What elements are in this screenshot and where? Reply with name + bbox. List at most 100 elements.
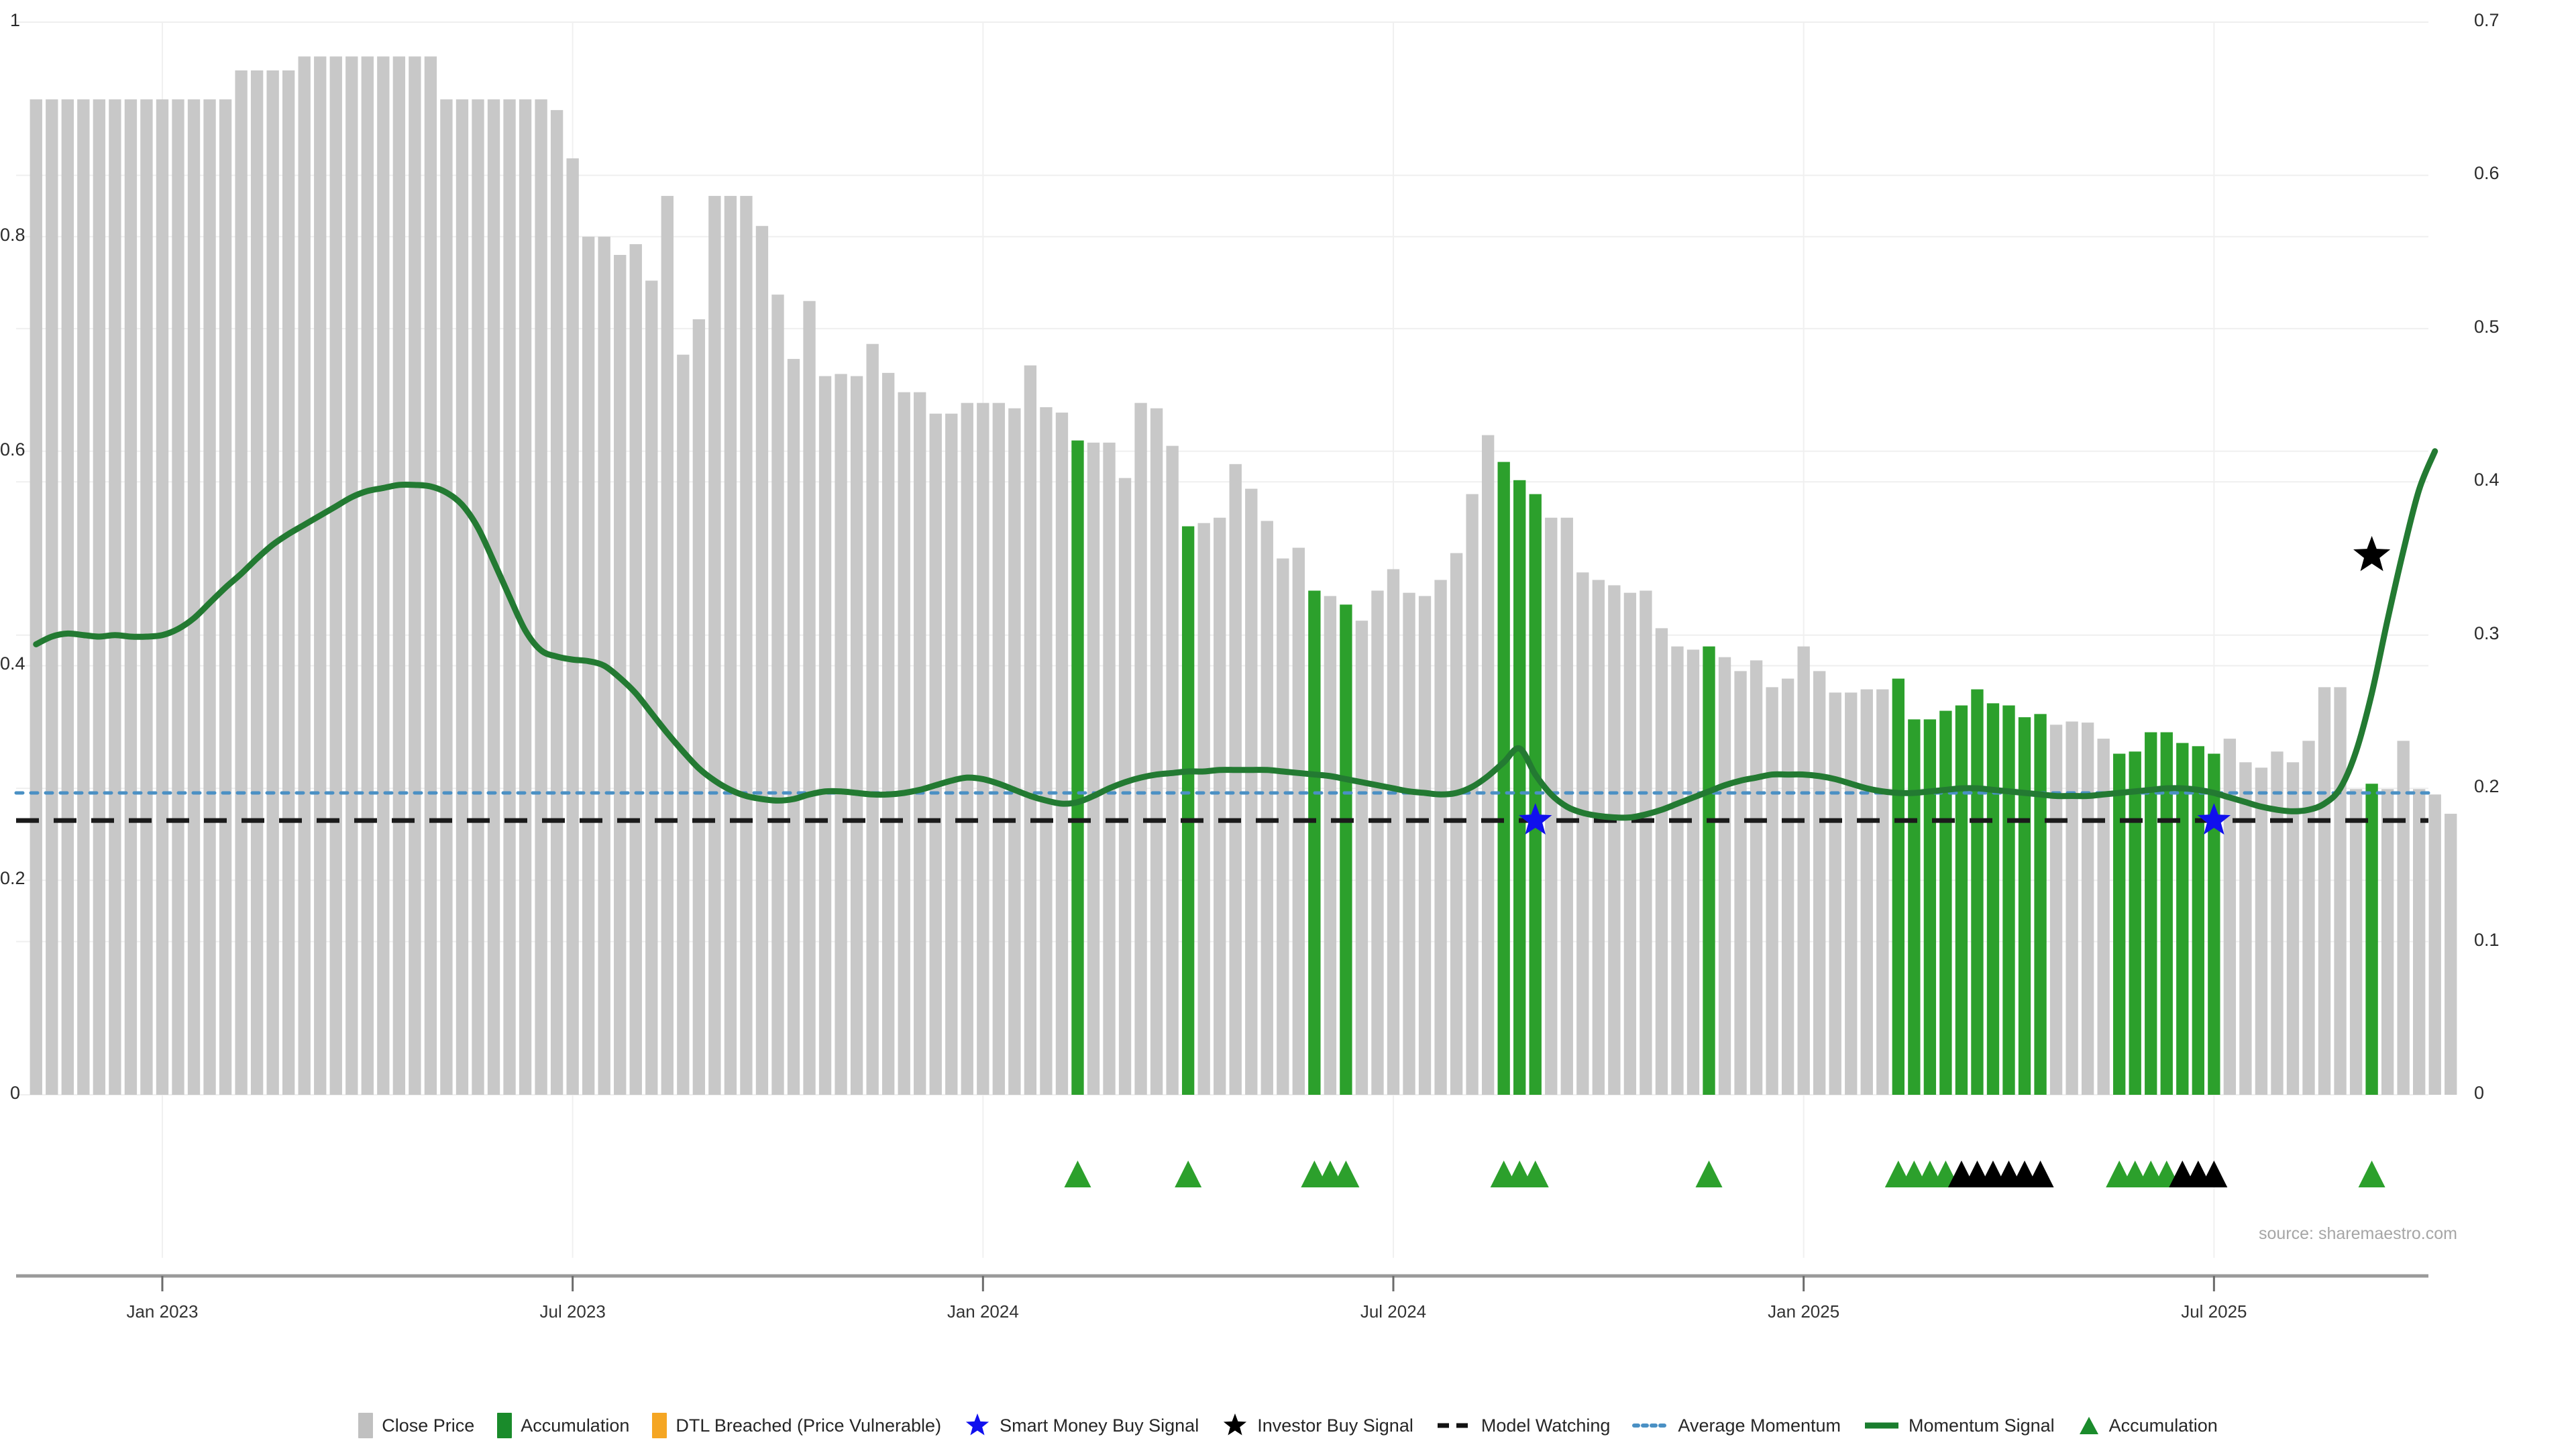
y-axis-right-tick-label: 0.6	[2474, 163, 2500, 184]
accumulation-bar	[2176, 743, 2189, 1095]
close-price-bar	[172, 99, 184, 1095]
close-price-bar	[645, 280, 658, 1095]
y-axis-left-tick-label: 0	[9, 1083, 20, 1103]
close-price-bar	[1387, 569, 1400, 1095]
close-price-bar	[1781, 678, 1794, 1095]
close-price-bar	[472, 99, 484, 1095]
x-axis-tick-label: Jul 2025	[2181, 1301, 2247, 1322]
accumulation-triangle-green	[1064, 1161, 1091, 1187]
close-price-bar	[2097, 739, 2110, 1095]
close-price-bar	[1481, 435, 1495, 1095]
accumulation-bar	[2145, 732, 2157, 1095]
y-axis-right-tick-label: 0.1	[2474, 929, 2500, 950]
legend-swatch-star-icon	[1224, 1413, 1247, 1436]
y-axis-right-tick-label: 0.4	[2474, 470, 2500, 490]
legend-model-watching[interactable]: Model Watching	[1436, 1413, 1610, 1438]
smart-money-buy-signal-star[interactable]	[1519, 803, 1552, 835]
close-price-bar	[314, 56, 327, 1095]
legend-smart-money-buy-signal[interactable]: Smart Money Buy Signal	[964, 1413, 1199, 1438]
accumulation-bar	[2208, 753, 2220, 1095]
y-axis-left-tick-label: 0.2	[0, 868, 25, 889]
legend-swatch-line-icon	[1865, 1422, 1899, 1429]
close-price-bar	[1197, 523, 1210, 1095]
smart-money-buy-signal-star[interactable]	[2197, 803, 2231, 835]
close-price-bar	[329, 56, 342, 1095]
accumulation-bar	[1071, 440, 1084, 1095]
close-price-bar	[1750, 660, 1763, 1095]
legend-label: Average Momentum	[1678, 1415, 1841, 1436]
y-axis-right-tick-label: 0.3	[2474, 623, 2500, 643]
close-price-bar	[1734, 671, 1747, 1095]
close-price-bar	[582, 236, 595, 1095]
legend-swatch-rect-icon	[497, 1413, 513, 1438]
close-price-bar	[1118, 478, 1132, 1095]
close-price-bar	[1608, 585, 1621, 1095]
close-price-bar	[2286, 762, 2300, 1095]
close-price-bar	[409, 56, 421, 1095]
close-price-bar	[755, 225, 769, 1095]
accumulation-bar	[2160, 732, 2173, 1095]
close-price-bar	[724, 196, 737, 1095]
close-price-bar	[61, 99, 74, 1095]
y-axis-left-tick-label: 0.8	[0, 224, 25, 245]
close-price-bar	[1008, 408, 1021, 1095]
close-price-bar	[692, 319, 706, 1095]
close-price-bar	[1813, 671, 1826, 1095]
close-price-bar	[803, 301, 816, 1095]
close-price-bar	[629, 244, 642, 1095]
accumulation-bar	[1181, 526, 1195, 1095]
close-price-bar	[898, 392, 910, 1095]
close-price-bar	[1245, 488, 1258, 1095]
accumulation-bar	[1340, 604, 1352, 1095]
legend-dtl-breached[interactable]: DTL Breached (Price Vulnerable)	[652, 1413, 941, 1438]
accumulation-bar	[1939, 710, 1952, 1095]
close-price-bar	[866, 343, 879, 1095]
close-price-bar	[1766, 687, 1778, 1095]
close-price-bar	[1260, 521, 1273, 1095]
y-axis-left-tick-label: 0.4	[0, 653, 25, 674]
investor-buy-signal-star[interactable]	[2353, 535, 2391, 572]
close-price-bar	[1403, 592, 1415, 1095]
y-axis-left-tick-label: 0.6	[0, 439, 25, 460]
legend-momentum-signal[interactable]: Momentum Signal	[1864, 1413, 2055, 1438]
close-price-bar	[361, 56, 374, 1095]
close-price-bar	[2381, 789, 2394, 1095]
close-price-bar	[1277, 558, 1289, 1095]
accumulation-bar	[1971, 689, 1984, 1095]
accumulation-bar	[1308, 590, 1321, 1095]
close-price-bar	[519, 99, 532, 1095]
close-price-bar	[1087, 442, 1100, 1095]
close-price-bar	[992, 402, 1006, 1095]
close-price-bar	[2397, 741, 2410, 1095]
legend-swatch-triangle-icon	[2079, 1417, 2098, 1434]
close-price-bars	[30, 56, 2457, 1095]
close-price-bar	[2049, 724, 2063, 1095]
close-price-bar	[1450, 553, 1463, 1095]
close-price-bar	[187, 99, 201, 1095]
close-price-bar	[1024, 365, 1037, 1095]
close-price-bar	[2065, 721, 2078, 1095]
legend-investor-buy-signal[interactable]: Investor Buy Signal	[1222, 1413, 1413, 1438]
legend-accumulation-triangle[interactable]: Accumulation	[2078, 1413, 2218, 1438]
accumulation-bar	[1986, 703, 2000, 1095]
legend-label: Accumulation	[521, 1415, 630, 1436]
close-price-bar	[2255, 767, 2268, 1095]
close-price-bar	[2428, 794, 2441, 1095]
close-price-bar	[455, 99, 469, 1095]
star-icon	[965, 1413, 989, 1436]
legend-label: Smart Money Buy Signal	[1000, 1415, 1199, 1436]
close-price-bar	[1718, 657, 1731, 1095]
legend-accumulation-bar[interactable]: Accumulation	[497, 1413, 629, 1438]
y-axis-right-tick-label: 0.7	[2474, 10, 2500, 30]
close-price-bar	[1324, 596, 1337, 1095]
legend-label: Close Price	[382, 1415, 475, 1436]
close-price-bar	[377, 56, 390, 1095]
close-price-bar	[961, 402, 973, 1095]
close-price-bar	[881, 372, 895, 1095]
legend-average-momentum[interactable]: Average Momentum	[1632, 1413, 1841, 1438]
legend-close-price[interactable]: Close Price	[358, 1413, 474, 1438]
close-price-bar	[740, 196, 753, 1095]
close-price-bar	[1686, 649, 1700, 1095]
accumulation-bar	[1892, 678, 1904, 1095]
